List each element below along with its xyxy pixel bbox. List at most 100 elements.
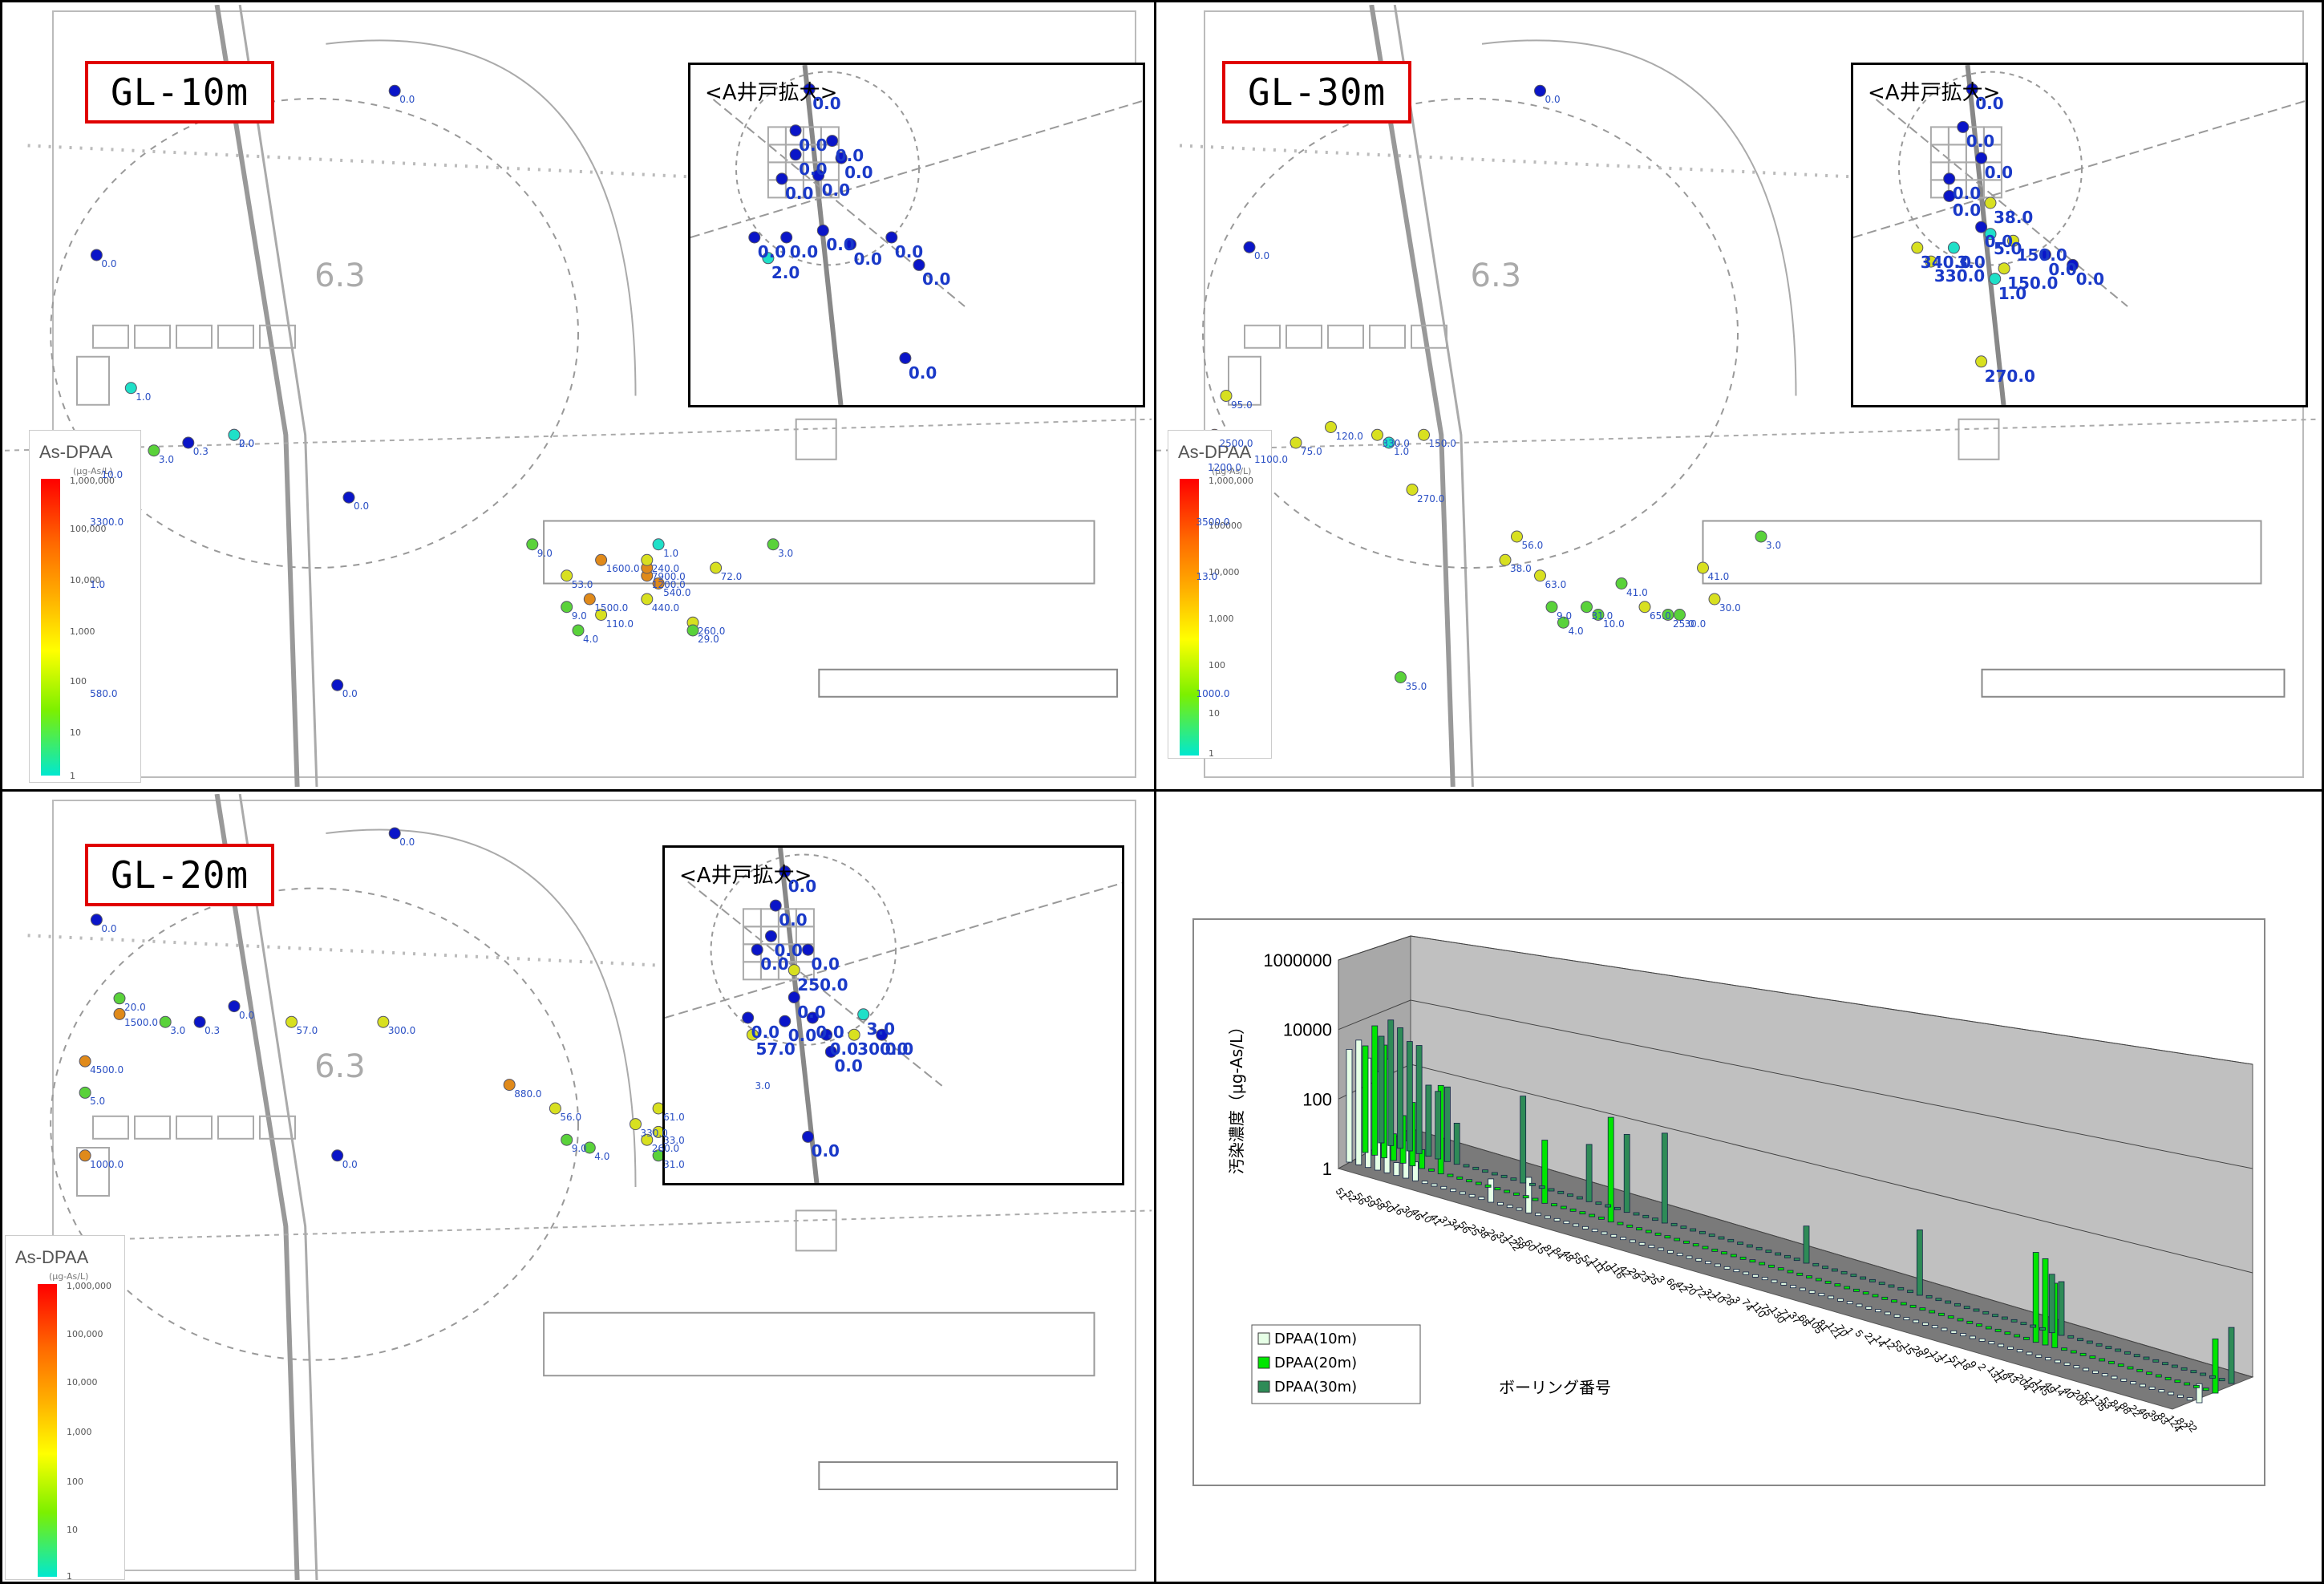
sampling-point-value: 4.0 [1568,626,1584,638]
inset-point-value: 0.0 [2048,259,2077,279]
chart-bar [1777,1267,1784,1271]
chart-bar [1872,1294,1879,1298]
sampling-point-value: 0.3 [192,446,209,457]
sampling-point-value: 240.0 [651,563,680,575]
chart-bar [2070,1350,2077,1354]
chart-bar [2155,1374,2162,1378]
chart-bar [2164,1376,2172,1380]
parcel-square [1958,418,2000,460]
inset-point-marker [826,135,839,148]
sampling-point-marker [1511,530,1523,543]
inset-grid-cell [820,179,840,199]
inset-point-marker [913,258,925,271]
chart-bar [1484,1184,1492,1188]
legend-title: As-DPAA [39,442,113,462]
chart-bar [2124,1351,2131,1355]
x-tick-label: 81 [1815,1317,1832,1333]
chart-bar [1573,1223,1580,1227]
x-tick-label: 38 [1475,1224,1492,1240]
chart-bar [1793,1258,1800,1262]
sampling-point-value: 3300.0 [90,516,124,528]
inset-point-value: 0.0 [789,242,819,261]
inset-grid-cell [742,961,762,981]
inset-basemap [690,65,1143,405]
inset-point-value: 0.0 [811,954,840,974]
chart-bar [1969,1335,1976,1339]
chart-bar [1708,1234,1715,1238]
chart-bar [1960,1333,1966,1337]
chart-bar [1680,1225,1687,1230]
inset-grid-cell [742,908,762,928]
sampling-point-marker [1638,601,1651,614]
sampling-point-marker [124,382,137,395]
legend-tick: 10 [1209,708,1220,719]
inset-point-value: 150.0 [2007,273,2059,293]
chart-bar [1500,1174,1508,1178]
inset-point-marker [1943,172,1956,185]
inset-point-value: 0.0 [2075,269,2105,290]
inset-axis [690,99,1143,238]
chart-bar [1610,1234,1617,1238]
sampling-point-value: 75.0 [1301,446,1322,457]
chart-bar [1482,1169,1488,1173]
chart-bar [1755,1246,1763,1250]
legend-tick: 1 [1209,748,1214,759]
x-tick-label: 53 [2099,1395,2115,1411]
sampling-point-value: 0.3 [204,1025,221,1037]
depth-label: GL-30m [1222,61,1412,124]
chart-bar [1674,1238,1681,1242]
sampling-point-value: 61.0 [663,1112,685,1123]
sampling-point-marker [342,491,355,504]
x-tick-label: 59 [1362,1193,1379,1209]
chart-bar [1765,1250,1772,1254]
sampling-point-value: 13.0 [1196,571,1218,582]
inset-point-value: 0.0 [834,1056,863,1076]
sampling-point-value: 0.0 [399,94,415,106]
chart-bar [1950,1330,1958,1334]
chart-bar [1535,1213,1541,1217]
chart-bar [1947,1315,1954,1319]
sampling-point-value: 1500.0 [594,602,629,614]
chart-bar [2086,1340,2093,1344]
sampling-point-marker [113,1007,126,1020]
sampling-point-marker [1674,609,1686,621]
chart-bar [2108,1360,2115,1364]
x-tick-label: 10 [1711,1289,1728,1305]
sampling-point-marker [595,609,608,621]
chart-bar [1563,1221,1570,1225]
x-tick-label: 25 [1645,1270,1662,1286]
chart-bar [1620,1237,1626,1241]
building [1244,324,1281,349]
inset-point-value: 0.0 [816,1023,844,1042]
chart-bar [2073,1365,2080,1369]
chart-bar [1478,1197,1485,1201]
inset-point-marker [775,172,788,185]
inset-point-value: 0.0 [844,163,873,183]
chart-bar [1815,1278,1822,1282]
chart-bar [1881,1296,1889,1300]
legend-tick: 100 [67,1477,83,1487]
sampling-point-marker [641,593,654,606]
inset-point-value: 0.0 [829,1039,859,1059]
x-tick-label: 14 [1872,1333,1889,1349]
chart-bar [1664,1235,1671,1239]
chart-bar [1459,1191,1466,1195]
inset-point-marker [1925,255,1937,268]
chart-bar [1822,1266,1828,1270]
y-tick-label: 10000 [1283,1020,1332,1040]
chart-bar [1598,1216,1605,1220]
x-tick-label: 56 [1456,1219,1473,1235]
chart-bar [1529,1182,1536,1186]
x-tick-label: 29 [1626,1266,1643,1282]
chart-bar [1497,1201,1504,1205]
chart-bar [1516,1207,1523,1211]
building [1285,324,1322,349]
inset-point-marker [1975,221,1988,233]
sampling-point-marker [285,1015,298,1028]
building [259,1115,296,1140]
inset-axis [712,99,966,307]
chart-bar [1453,1122,1460,1165]
chart-bar [2130,1381,2136,1385]
chart-bar [2184,1382,2191,1386]
x-tick-label: 72 [1692,1284,1709,1300]
